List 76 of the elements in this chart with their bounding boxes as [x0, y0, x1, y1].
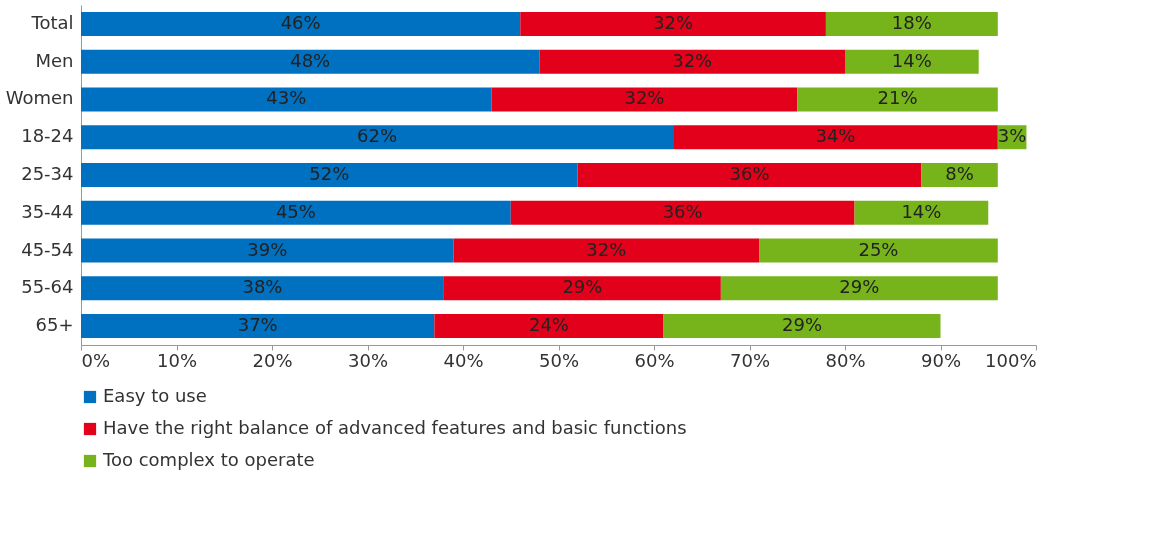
bar: [491, 87, 798, 112]
data-label: 34%: [815, 125, 856, 147]
data-label: 39%: [247, 238, 288, 260]
data-label: 52%: [309, 163, 350, 184]
x-tick-label: 80%: [825, 349, 866, 371]
y-tick-label: Men: [35, 49, 74, 71]
x-tick-label: 0%: [81, 349, 111, 371]
bar: [81, 314, 435, 339]
data-label: 38%: [242, 276, 283, 298]
x-tick-label: 40%: [443, 349, 484, 371]
bar: [797, 87, 998, 112]
data-label: 36%: [729, 163, 770, 184]
data-label: 29%: [562, 276, 603, 298]
data-label: 36%: [662, 200, 703, 222]
bar: [759, 238, 998, 263]
bar: [921, 163, 998, 187]
bar: [673, 125, 998, 150]
x-tick-label: 70%: [729, 349, 771, 371]
data-label: 3%: [997, 125, 1027, 147]
data-label: 25%: [858, 238, 899, 260]
data-label: 14%: [901, 200, 942, 222]
x-tick-label: 60%: [634, 349, 675, 371]
y-tick-label: 25-34: [21, 163, 74, 184]
legend-label: Have the right balance of advanced features and basic functions: [103, 417, 687, 438]
bar: [453, 238, 760, 263]
bar: [434, 314, 664, 339]
data-label: 43%: [266, 87, 307, 109]
legend-label: Too complex to operate: [102, 449, 315, 470]
bar: [720, 276, 998, 301]
bar: [81, 125, 674, 150]
data-label: 18%: [891, 11, 932, 33]
y-tick-label: 18-24: [21, 125, 74, 147]
data-label: 8%: [945, 163, 974, 184]
data-label: 24%: [528, 314, 569, 336]
data-label: 32%: [624, 87, 665, 109]
data-label: 46%: [280, 11, 321, 33]
x-tick-label: 50%: [538, 349, 580, 371]
bar: [81, 276, 444, 301]
data-label: 14%: [891, 49, 932, 71]
bar: [81, 87, 492, 112]
y-tick-label: Total: [30, 11, 74, 33]
y-tick-label: 35-44: [21, 200, 74, 222]
bar: [81, 49, 540, 74]
x-tick-label: 90%: [920, 349, 962, 371]
data-label: 62%: [357, 125, 398, 147]
bar: [81, 11, 521, 36]
bar: [81, 238, 454, 263]
data-label: 37%: [237, 314, 278, 336]
data-label: 29%: [782, 314, 823, 336]
bar: [854, 200, 989, 225]
x-tick-label: 20%: [252, 349, 293, 371]
bar: [663, 314, 941, 339]
legend-label: Easy to use: [103, 385, 207, 406]
bar: [825, 11, 998, 36]
bar: [845, 49, 979, 74]
x-tick-label: 30%: [347, 349, 389, 371]
bar: [443, 276, 721, 301]
bar: [520, 11, 826, 36]
data-label: 32%: [586, 238, 627, 260]
y-tick-label: 55-64: [21, 276, 74, 298]
x-tick-label: 10%: [156, 349, 198, 371]
data-label: 45%: [275, 200, 316, 222]
y-tick-label: 45-54: [21, 238, 74, 260]
bar: [539, 49, 845, 74]
y-tick-label: Women: [5, 87, 74, 109]
y-tick-label: 65+: [35, 314, 74, 336]
data-label: 32%: [653, 11, 694, 33]
bar: [510, 200, 855, 225]
bar: [81, 200, 511, 225]
data-label: 29%: [839, 276, 880, 298]
bar: [81, 163, 578, 187]
x-tick-label: 100%: [985, 349, 1037, 371]
data-label: 48%: [290, 49, 331, 71]
data-label: 21%: [877, 87, 918, 109]
bar: [577, 163, 922, 187]
data-label: 32%: [672, 49, 713, 71]
